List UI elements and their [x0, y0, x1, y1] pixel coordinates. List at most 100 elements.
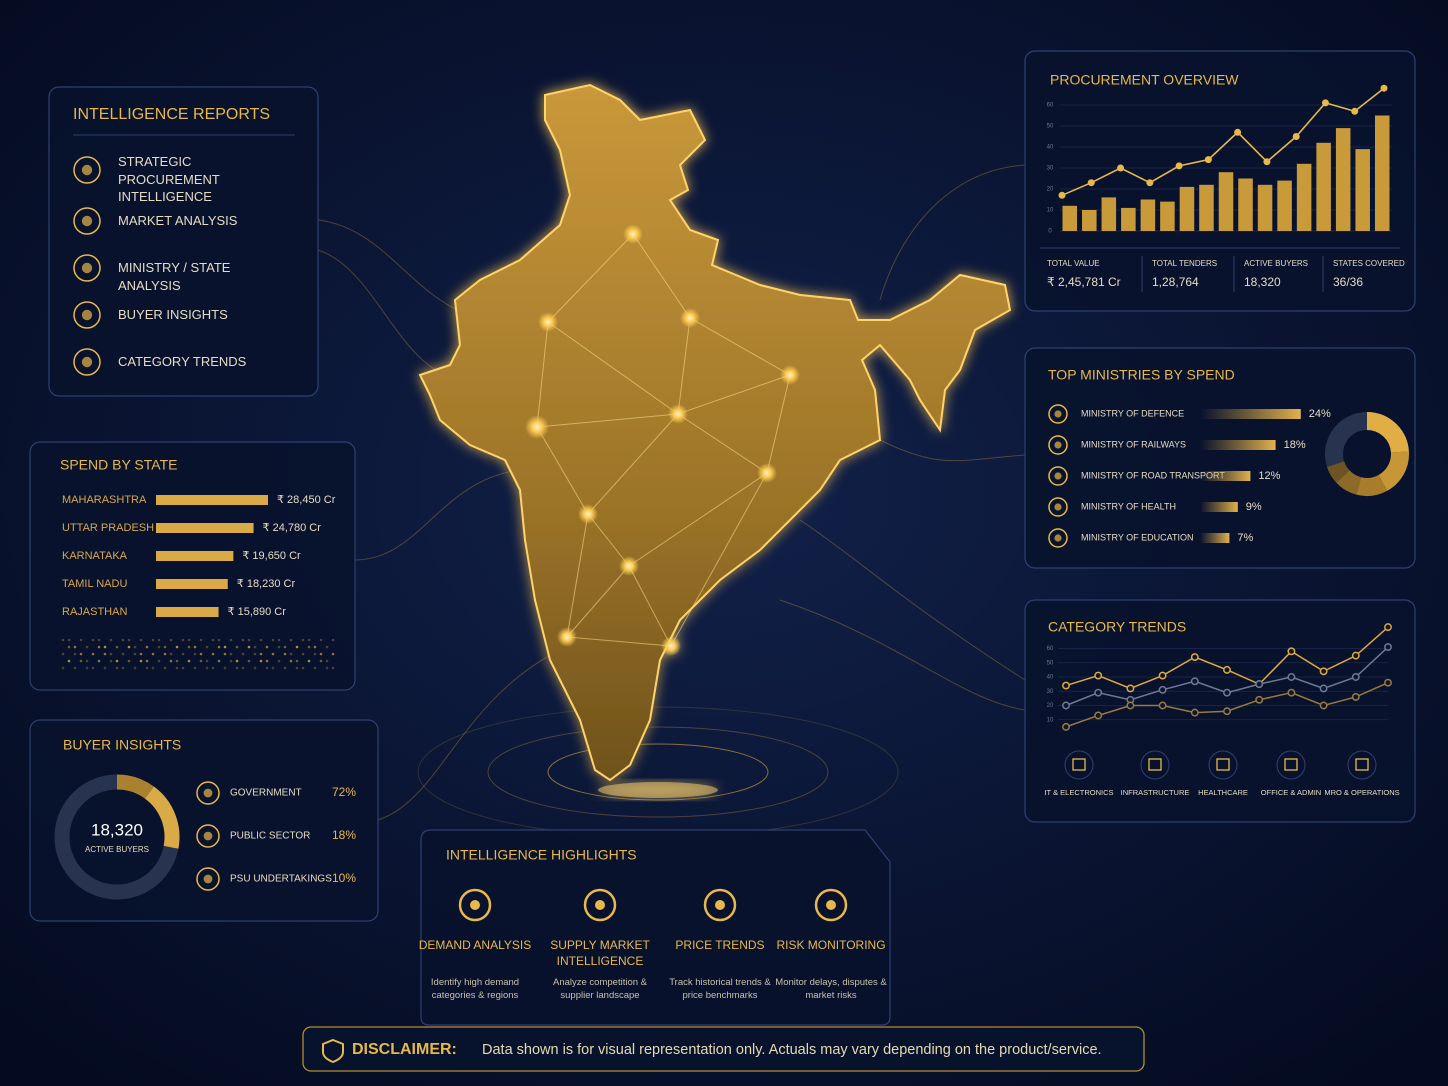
line-point — [1287, 688, 1296, 697]
icon — [1072, 758, 1086, 771]
pattern-dot — [187, 638, 191, 642]
category-label: HEALTHCARE — [1198, 788, 1248, 797]
pattern-dot — [271, 652, 275, 656]
pattern-dot — [241, 666, 245, 670]
icon — [1355, 758, 1369, 771]
pattern-dot — [295, 659, 299, 663]
pattern-dot — [313, 645, 317, 649]
bar — [1082, 210, 1097, 231]
report-item: MARKET ANALYSIS — [118, 213, 238, 228]
buyer-label: PSU UNDERTAKINGS — [230, 874, 332, 885]
pattern-dot — [91, 652, 95, 656]
line-point — [1158, 685, 1167, 694]
icon — [1048, 497, 1068, 517]
disclaimer-label: DISCLAIMER: — [352, 1041, 457, 1058]
bar — [1121, 207, 1136, 231]
bar — [1218, 172, 1234, 231]
highlight-title: SUPPLY MARKET INTELLIGENCE — [550, 938, 650, 969]
line-point — [1190, 708, 1199, 717]
pattern-dot — [277, 645, 281, 649]
line-point — [1234, 128, 1242, 136]
line-point — [1319, 684, 1328, 693]
bar — [1160, 201, 1175, 231]
pattern-dot — [127, 645, 131, 649]
pattern-dot — [265, 666, 269, 670]
pattern-dot — [307, 645, 311, 649]
pattern-dot — [157, 659, 161, 663]
icon — [1048, 404, 1068, 424]
line-point — [1158, 701, 1167, 710]
category-label: INFRASTRUCTURE — [1121, 788, 1190, 797]
icon — [196, 867, 220, 891]
pattern-dot — [109, 638, 113, 642]
pattern-dot — [181, 638, 185, 642]
line-point — [1094, 671, 1103, 680]
pattern-dot — [217, 638, 221, 642]
pattern-dot — [259, 659, 263, 663]
pattern-dot — [175, 666, 179, 670]
state-label: UTTAR PRADESH — [62, 522, 154, 534]
pattern-dot — [115, 659, 119, 663]
pattern-dot — [61, 638, 65, 642]
bar — [1200, 533, 1230, 543]
panel-title: SPEND BY STATE — [60, 457, 177, 473]
bar — [156, 551, 234, 561]
icon — [715, 900, 725, 910]
pattern-dot — [127, 659, 131, 663]
pattern-dot — [115, 666, 119, 670]
pattern-dot — [211, 638, 215, 642]
stat-label: ACTIVE BUYERS — [1244, 259, 1308, 268]
pattern-dot — [91, 638, 95, 642]
pattern-dot — [211, 652, 215, 656]
pattern-dot — [169, 652, 173, 656]
category-label: IT & ELECTRONICS — [1044, 788, 1113, 797]
pattern-dot — [325, 645, 329, 649]
pattern-dot — [217, 645, 221, 649]
icon — [583, 888, 617, 922]
icon — [1284, 758, 1298, 771]
pattern-dot — [109, 652, 113, 656]
panel — [48, 86, 319, 397]
pattern-dot — [169, 659, 173, 663]
pattern-dot — [271, 638, 275, 642]
value-label: 72% — [332, 785, 356, 799]
pattern-dot — [187, 659, 191, 663]
bar — [1140, 199, 1156, 231]
line-point — [1319, 667, 1328, 676]
icon — [81, 309, 93, 321]
donut-segment — [1327, 460, 1350, 483]
pattern-dot — [319, 652, 323, 656]
pattern-dot — [283, 666, 287, 670]
pattern-dot — [223, 652, 227, 656]
line-point — [1146, 179, 1154, 187]
y-tick-label: 30 — [1047, 166, 1054, 172]
pattern-dot — [121, 666, 125, 670]
pattern-dot — [223, 645, 227, 649]
pattern-dot — [67, 645, 71, 649]
icon — [196, 824, 220, 848]
value-label: ₹ 18,230 Cr — [237, 578, 296, 590]
state-label: KARNATAKA — [62, 550, 128, 562]
icon — [196, 781, 220, 805]
panel-title: CATEGORY TRENDS — [1048, 619, 1186, 635]
value-label: 18% — [332, 828, 356, 842]
panel-title: INTELLIGENCE REPORTS — [73, 106, 270, 123]
pattern-dot — [133, 666, 137, 670]
shield-icon — [322, 1038, 344, 1064]
pattern-dot — [193, 645, 197, 649]
category-label: OFFICE & ADMIN — [1261, 788, 1321, 797]
icon — [73, 207, 101, 235]
state-label: MAHARASHTRA — [62, 494, 147, 506]
pattern-dot — [79, 638, 83, 642]
line-point — [1319, 701, 1328, 710]
pattern-dot — [97, 638, 101, 642]
value-label: 10% — [332, 871, 356, 885]
pattern-dot — [247, 645, 251, 649]
icon — [73, 348, 101, 376]
panel — [29, 719, 379, 922]
stat-value: ₹ 2,45,781 Cr — [1047, 275, 1121, 289]
stat-label: STATES COVERED — [1333, 259, 1405, 268]
pattern-dot — [115, 645, 119, 649]
